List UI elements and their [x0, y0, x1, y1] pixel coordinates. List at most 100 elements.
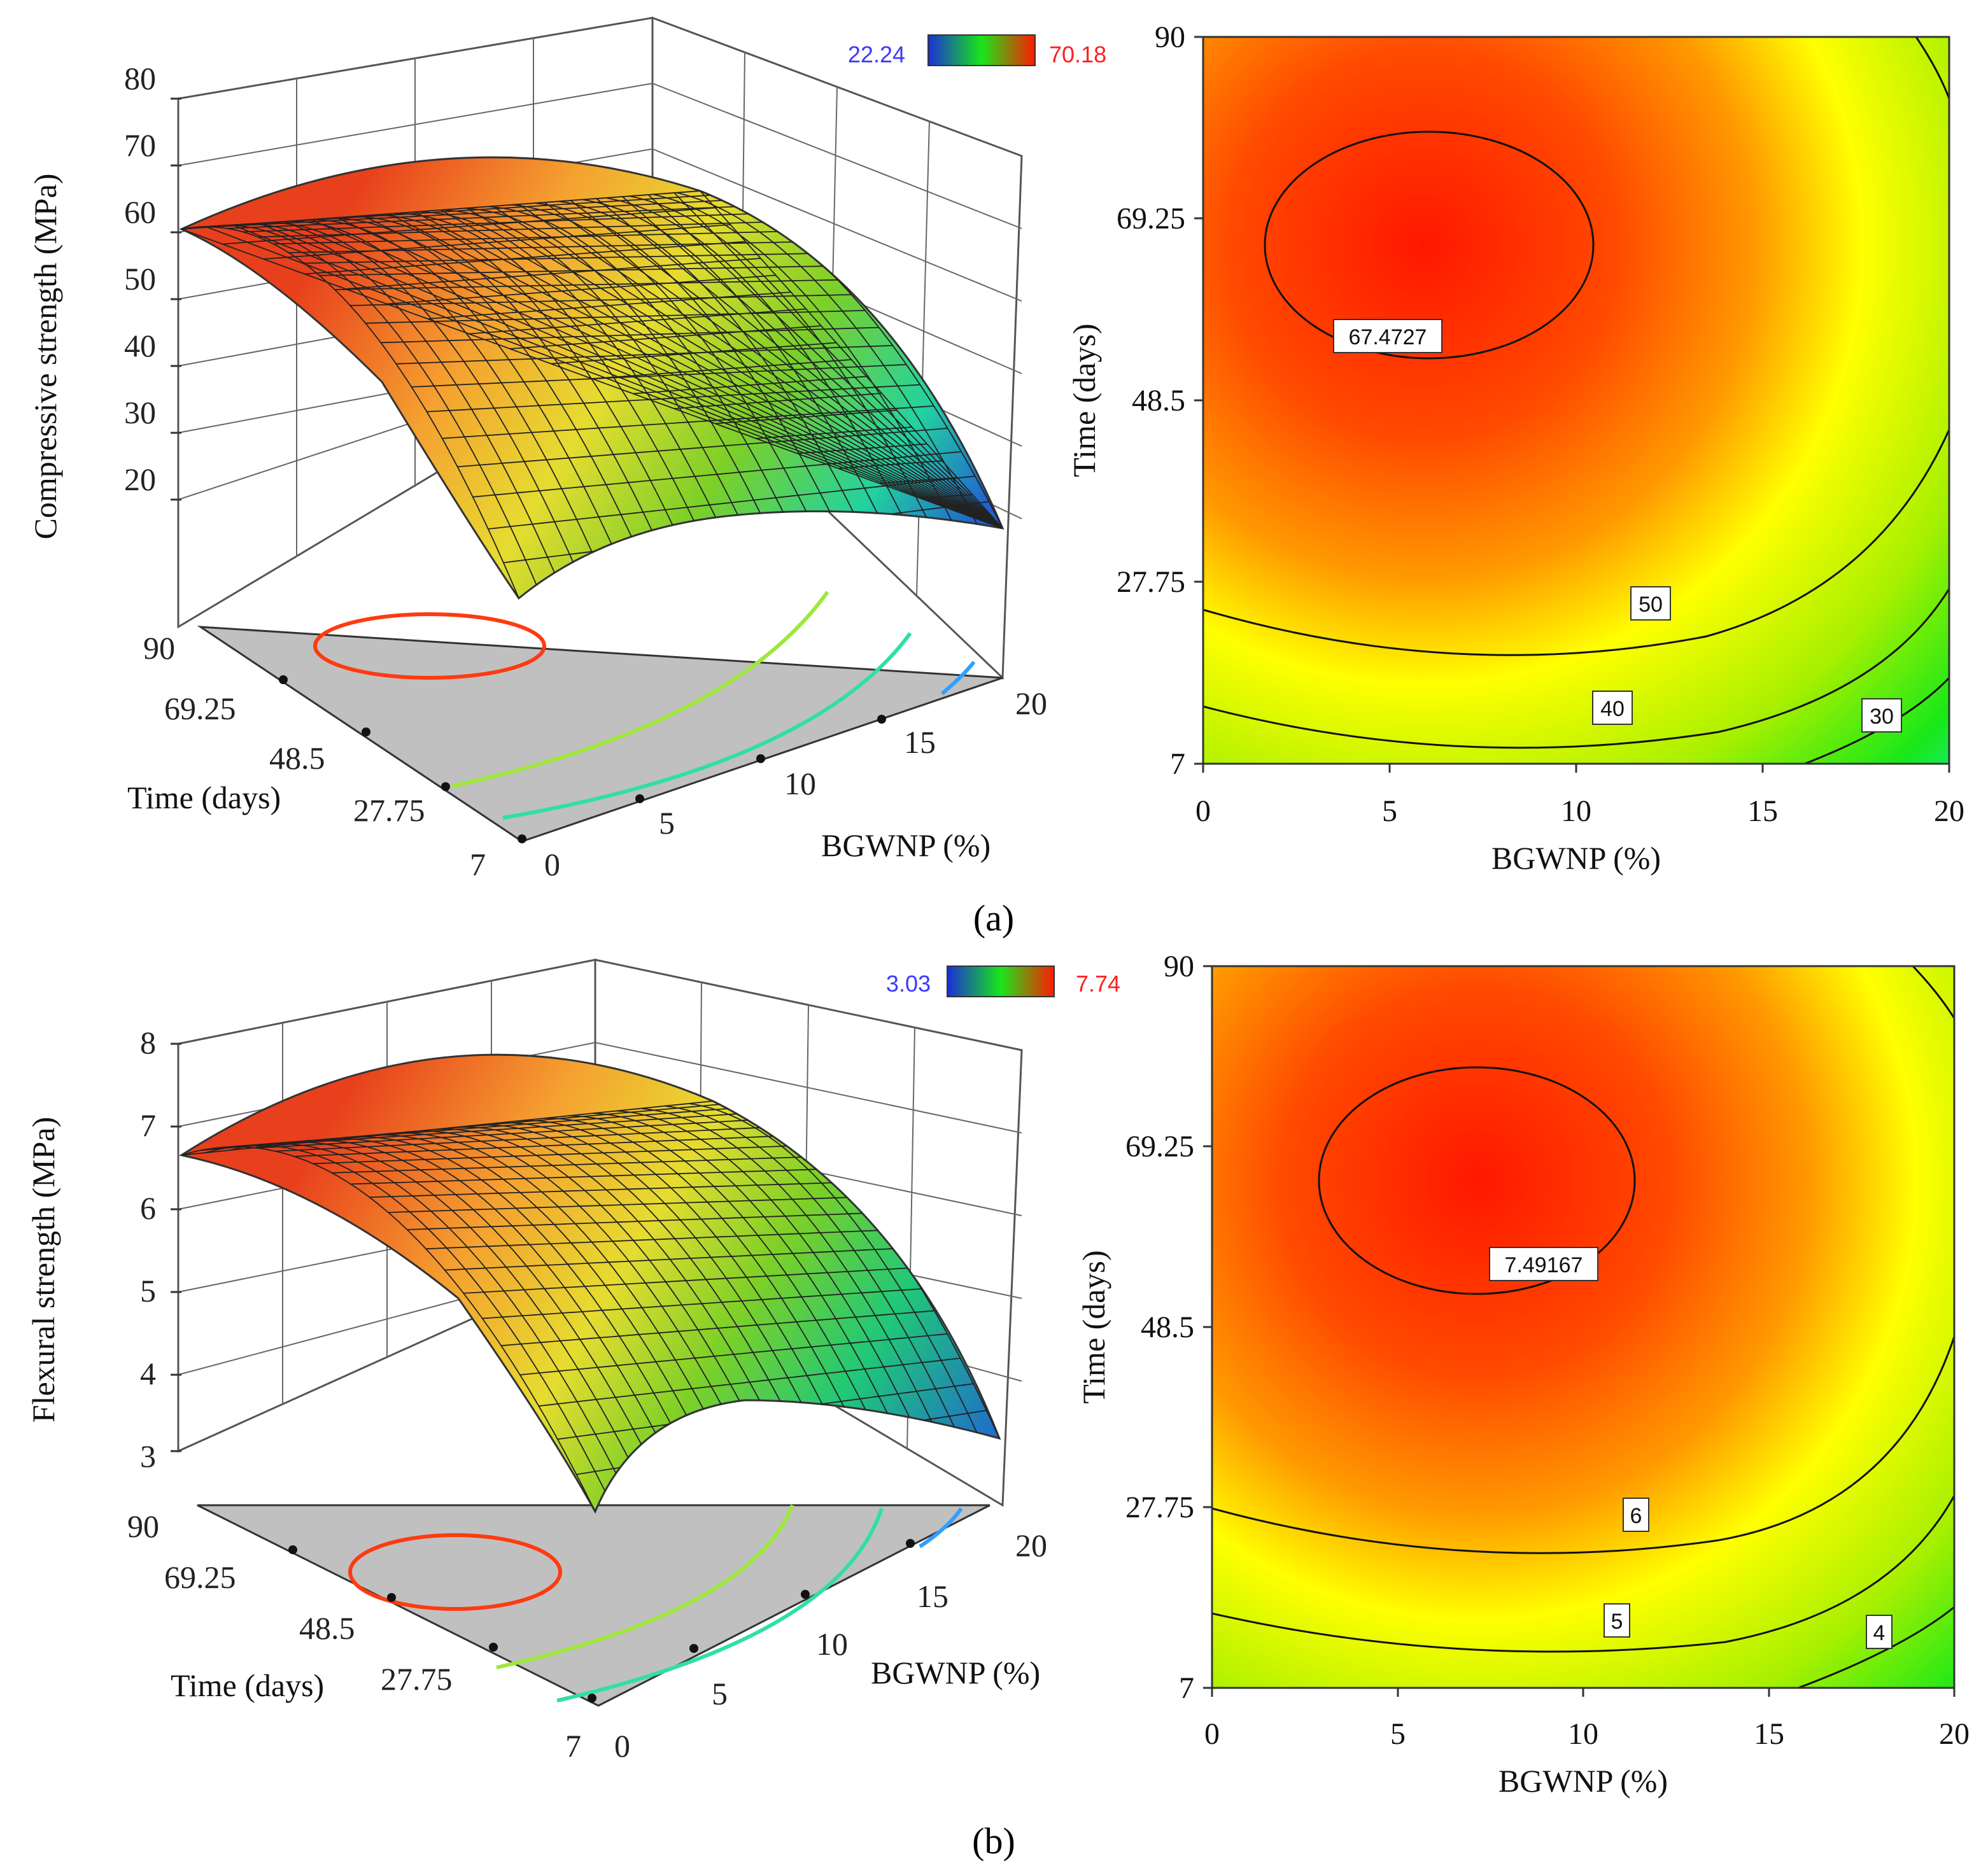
- floor-contour-optimum-b: [348, 1533, 562, 1611]
- surface-mesh-line: [488, 475, 975, 530]
- contour-label-6-b: 6: [1630, 1504, 1642, 1528]
- x-tick: 20: [1015, 1527, 1047, 1563]
- contour-y-label-a: Time (days): [1066, 323, 1102, 477]
- z-tick: 60: [124, 194, 156, 230]
- surface-mesh-line: [797, 443, 927, 454]
- y-tickmarks-b: [288, 1539, 915, 1703]
- surface-mesh-line: [519, 1333, 948, 1375]
- z-tick: 4: [140, 1356, 156, 1391]
- surface-mesh-line: [518, 204, 1003, 529]
- contour-heatmap-a: [1203, 37, 1949, 764]
- contour-yticks-b: 90 69.25 48.5 27.75 7: [1125, 950, 1194, 1705]
- y-axis-label-b: Time (days): [171, 1668, 324, 1703]
- surface-mesh-line: [466, 207, 1003, 529]
- contour-lines-a: [1203, 37, 1949, 764]
- x-tick: 0: [614, 1728, 630, 1764]
- contour-tickmarks-a: [1194, 36, 1950, 773]
- z-tickmarks-b: [171, 1043, 181, 1452]
- contour-lines-b: [1212, 966, 1954, 1688]
- surface-mesh-line: [539, 1358, 961, 1407]
- floor-a: [197, 626, 1003, 843]
- y-tick: 7: [470, 846, 486, 882]
- contour-line-40-a: [1203, 588, 1949, 749]
- contour-label-optimum-b: 7.49167: [1505, 1253, 1583, 1277]
- z-tick: 50: [124, 261, 156, 297]
- x-tick: 15: [917, 1578, 948, 1614]
- y-tick: 48.5: [1141, 1310, 1194, 1344]
- surface-mesh-line: [488, 206, 805, 558]
- contour-x-label-a: BGWNP (%): [1491, 840, 1661, 876]
- surface-mesh-line: [495, 1122, 835, 1469]
- surface-mesh-line: [511, 204, 828, 554]
- surface-mesh-line: [381, 327, 879, 344]
- x-tick: 20: [1015, 685, 1047, 721]
- surface-mesh-line: [492, 206, 1003, 529]
- y-ticks-b: 90 69.25 48.5 27.75 7: [127, 1508, 581, 1764]
- surface-mesh-line: [457, 428, 948, 468]
- x-tick: 5: [659, 805, 675, 841]
- contour-line-upper-a: [1915, 37, 1949, 99]
- contour-label-5-b: 5: [1611, 1610, 1623, 1634]
- z-ticks-b: 8 7 6 5 4 3: [140, 1025, 156, 1474]
- x-tick: 15: [904, 724, 936, 760]
- x-ticks-a: 0 5 10 15 20: [544, 685, 1047, 882]
- contour-xticks-a: 0 5 10 15 20: [1195, 794, 1964, 828]
- y-tick: 27.75: [1117, 565, 1185, 599]
- panel-label-a: (a): [973, 897, 1014, 939]
- surface-mesh-line: [582, 199, 894, 545]
- surface-mesh-line: [596, 198, 1003, 529]
- surface-mesh-line: [544, 1118, 871, 1462]
- y-tick: 7: [1170, 747, 1185, 781]
- surface-mesh-line: [471, 1124, 817, 1472]
- surface-mesh-line: [558, 200, 871, 548]
- y-tick: 69.25: [1117, 202, 1185, 235]
- contour-y-label-b: Time (days): [1076, 1250, 1111, 1403]
- x-tick: 10: [816, 1626, 848, 1662]
- colorbar-min-b: 3.03: [886, 971, 931, 997]
- contour-label-box-optimum-b: [1489, 1247, 1598, 1281]
- contour-label-box-optimum-a: [1333, 319, 1442, 353]
- surface-mesh-line: [570, 200, 1003, 529]
- surface-mesh-line: [640, 1107, 945, 1449]
- contour-label-box-6-b: [1623, 1498, 1649, 1532]
- contour-plot-a: 67.4727 50 40 30 90 69.25 48.5 27.75 7 0…: [1066, 20, 1964, 876]
- y-tick: 48.5: [299, 1610, 355, 1646]
- contour-line-50-a: [1203, 429, 1949, 656]
- surface-mesh-line: [688, 1103, 982, 1442]
- x-tick: 15: [1754, 1717, 1784, 1751]
- x-tick: 10: [1568, 1717, 1598, 1751]
- y-tick: 90: [1155, 20, 1185, 54]
- colorbar-min-a: 22.24: [848, 41, 905, 67]
- panel-label-b: (b): [972, 1820, 1015, 1862]
- z-tick: 40: [124, 328, 156, 363]
- x-axis-label-a: BGWNP (%): [821, 827, 990, 863]
- surface-plot-b: 8 7 6 5 4 3 90 69.25 48.5 27.75 7 0 5 10…: [25, 959, 1120, 1764]
- colorbar-max-b: 7.74: [1076, 971, 1120, 997]
- surface-mesh-line: [629, 195, 938, 538]
- contour-line-optimum-b: [1318, 1066, 1636, 1295]
- contour-label-box-40-a: [1592, 691, 1633, 725]
- surface-mesh-line: [535, 202, 850, 551]
- contour-line-5-b: [1212, 1495, 1954, 1653]
- x-tick: 15: [1747, 794, 1778, 828]
- surface-mesh-line: [444, 1247, 896, 1271]
- z-tick: 30: [124, 395, 156, 430]
- z-tick: 20: [124, 461, 156, 497]
- surface-mesh-line: [592, 1113, 908, 1456]
- surface-plot-a: 80 70 60 50 40 30 20 90 69.25 48.5 27.75…: [27, 16, 1106, 882]
- floor-contour-40-a: [502, 632, 912, 820]
- contour-line-upper-b: [1912, 966, 1954, 1019]
- contour-label-box-4-b: [1866, 1615, 1893, 1649]
- x-ticks-b: 0 5 10 15 20: [614, 1527, 1047, 1764]
- contour-line-6-b: [1212, 1336, 1954, 1554]
- surface-mesh-line: [463, 1267, 908, 1294]
- surface-b: [179, 1053, 1001, 1514]
- contour-label-50-a: 50: [1639, 593, 1663, 617]
- floor-contour-50-a: [451, 591, 829, 788]
- floor-contour-30-a: [941, 661, 976, 696]
- z-tick: 5: [140, 1273, 156, 1309]
- surface-mesh-line: [652, 193, 959, 535]
- surface-mesh-line: [961, 510, 988, 514]
- contour-label-40-a: 40: [1600, 697, 1625, 721]
